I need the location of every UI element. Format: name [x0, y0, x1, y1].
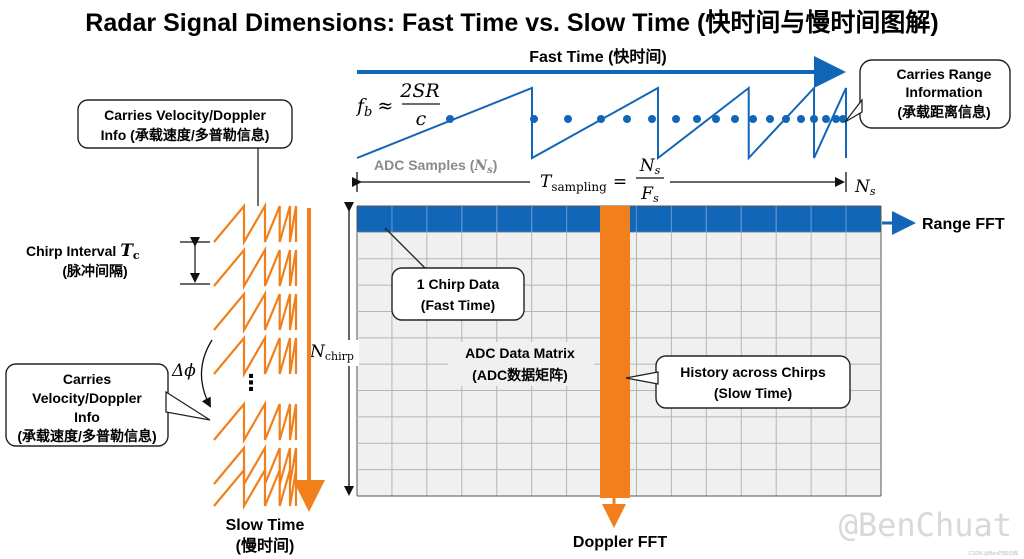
- svg-text:(Slow Time): (Slow Time): [714, 385, 792, 401]
- matrix-label: ADC Data Matrix: [465, 345, 575, 361]
- slow-chirp-row: [213, 465, 298, 511]
- range-info-callout: Carries Range Information (承载距离信息): [844, 59, 1011, 129]
- svg-text:History across Chirps: History across Chirps: [680, 364, 826, 380]
- svg-text:Carries Velocity/Doppler: Carries Velocity/Doppler: [104, 107, 266, 123]
- watermark: @BenChuat: [839, 506, 1012, 544]
- adc-sample-dot: [597, 115, 605, 123]
- adc-sample-dot: [782, 115, 790, 123]
- svg-text:Velocity/Doppler: Velocity/Doppler: [32, 390, 142, 406]
- doppler-fft-label: Doppler FFT: [573, 534, 667, 551]
- svg-text:2SR: 2SR: [399, 80, 439, 102]
- slow-chirp-row: [213, 333, 298, 379]
- slow-chirp-row: [213, 399, 298, 445]
- velocity-callout-bottom: Carries Velocity/Doppler Info (承载速度/多普勒信…: [5, 363, 211, 447]
- svg-text:Carries Range: Carries Range: [897, 66, 992, 82]
- adc-data-matrix: [356, 205, 882, 498]
- slow-chirp-row: [213, 289, 298, 335]
- svg-text:c: c: [416, 108, 427, 130]
- svg-text:Fs: Fs: [640, 184, 659, 205]
- slow-time-column-highlight: [600, 206, 630, 498]
- adc-sample-dot: [530, 115, 538, 123]
- adc-sample-dot: [832, 115, 840, 123]
- svg-text:(脉冲间隔): (脉冲间隔): [62, 263, 127, 279]
- fast-time-label: Fast Time (快时间): [529, 47, 667, 66]
- velocity-callout-top: Carries Velocity/Doppler Info (承载速度/多普勒信…: [77, 99, 293, 206]
- matrix-label-cn: (ADC数据矩阵): [472, 367, 568, 383]
- adc-sample-dot: [810, 115, 818, 123]
- svg-text:(Fast Time): (Fast Time): [421, 297, 495, 313]
- slow-chirp-row: [213, 245, 298, 291]
- svg-text:fb≈: fb ≈: [355, 95, 393, 120]
- chirp-interval-annotation: Chirp Interval Tc (脉冲间隔): [26, 237, 210, 285]
- adc-sample-dot: [712, 115, 720, 123]
- svg-text:Information: Information: [906, 84, 983, 100]
- adc-sample-dot: [623, 115, 631, 123]
- t-sampling-formula: Tsampling = Ns Fs: [540, 156, 664, 205]
- adc-sample-dot: [749, 115, 757, 123]
- slow-chirp-row: [213, 443, 298, 489]
- delta-phi-annotation: Δϕ: [171, 339, 213, 408]
- svg-text:Info: Info: [74, 409, 100, 425]
- range-fft-label: Range FFT: [922, 216, 1005, 233]
- page-title: Radar Signal Dimensions: Fast Time vs. S…: [85, 9, 938, 37]
- adc-sample-dot: [822, 115, 830, 123]
- fast-chirp-path: [356, 85, 847, 161]
- nchirp-label: Nchirp: [309, 342, 354, 363]
- slow-chirp-row: [213, 201, 298, 247]
- adc-sample-dot: [797, 115, 805, 123]
- slow-time-label: Slow Time: [226, 517, 305, 534]
- chirp-data-callout: 1 Chirp Data (Fast Time): [384, 227, 525, 321]
- tiny-mark: CSDN @Ben的知识库: [968, 550, 1018, 557]
- adc-sample-dot: [648, 115, 656, 123]
- svg-text:(承载速度/多普勒信息): (承载速度/多普勒信息): [17, 428, 156, 444]
- svg-text:Δϕ: Δϕ: [171, 361, 196, 381]
- adc-sample-dot: [564, 115, 572, 123]
- fast-chirp-waveform: [356, 85, 847, 161]
- slow-time-chirp-stack: [213, 201, 298, 511]
- svg-text:Ns: Ns: [639, 156, 661, 177]
- adc-sample-dot: [672, 115, 680, 123]
- slow-time-label-cn: (慢时间): [236, 536, 295, 555]
- adc-sample-dot: [693, 115, 701, 123]
- adc-sample-dot: [446, 115, 454, 123]
- svg-text:Carries: Carries: [63, 371, 111, 387]
- ns-label: Ns: [854, 177, 876, 198]
- adc-samples-label: ADC Samples (Ns): [374, 157, 497, 176]
- svg-text:Info (承载速度/多普勒信息): Info (承载速度/多普勒信息): [101, 127, 270, 143]
- history-callout: History across Chirps (Slow Time): [625, 355, 851, 409]
- fb-formula: fb ≈ 2SR c: [355, 80, 440, 130]
- svg-text:(承载距离信息): (承载距离信息): [897, 104, 990, 120]
- svg-text:1 Chirp Data: 1 Chirp Data: [417, 276, 500, 292]
- adc-sample-dot: [731, 115, 739, 123]
- ellipsis: ⋮: [240, 370, 262, 395]
- svg-text:Tsampling=: Tsampling =: [540, 172, 627, 194]
- adc-sample-dot: [766, 115, 774, 123]
